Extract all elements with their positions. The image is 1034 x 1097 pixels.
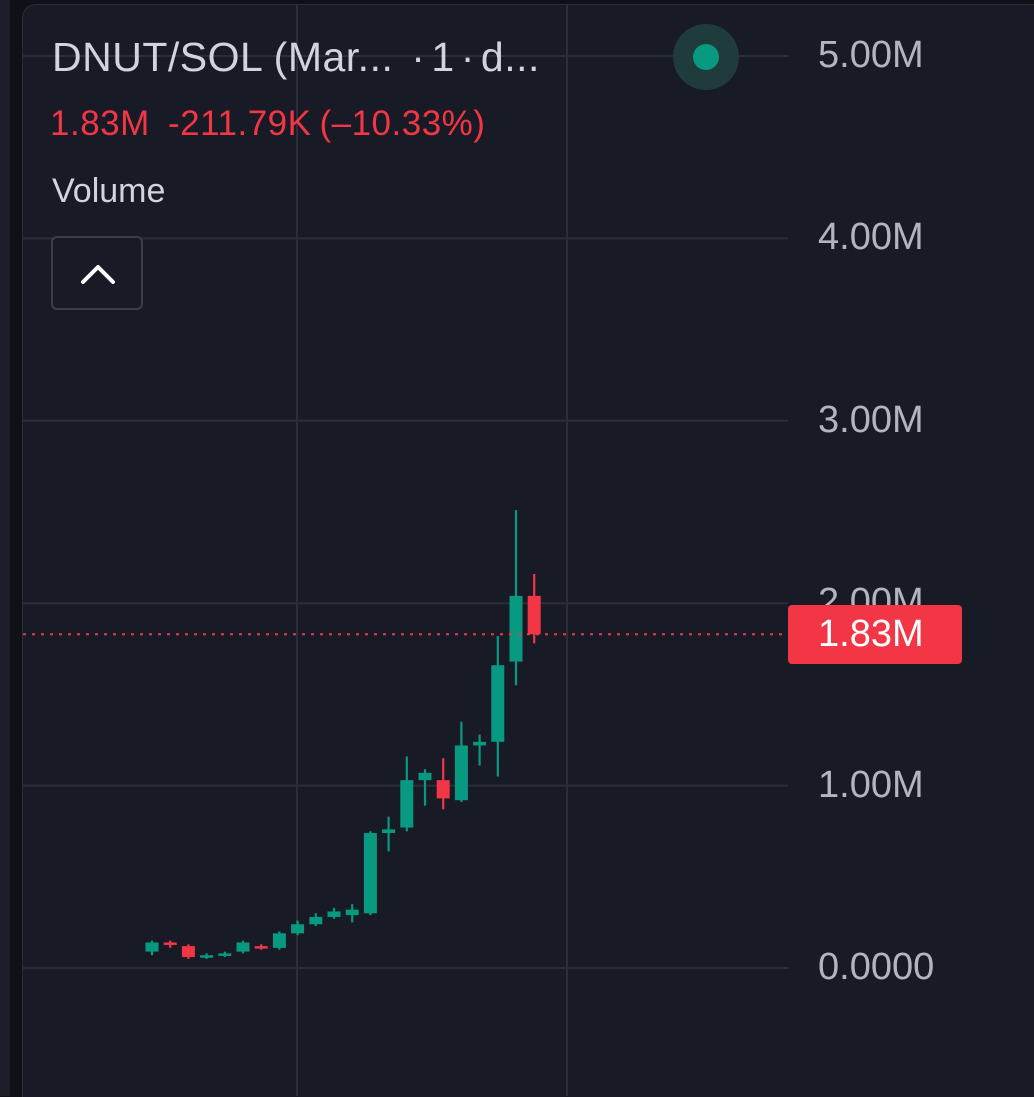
- separator-2: ·: [460, 34, 475, 80]
- candle-body: [291, 924, 305, 934]
- candle: [382, 816, 396, 852]
- candle-body: [145, 942, 159, 952]
- chevron-up-icon: [81, 265, 115, 284]
- interval-label[interactable]: 1: [431, 34, 455, 80]
- candle-body: [363, 833, 377, 914]
- y-tick-label: 3.00M: [818, 398, 924, 441]
- candle-body: [163, 942, 177, 945]
- candle: [473, 734, 487, 766]
- last-price-tag: 1.83M: [788, 605, 962, 665]
- candle: [236, 940, 250, 954]
- candle-body: [200, 955, 214, 958]
- candle: [400, 756, 414, 832]
- separator-1: ·: [411, 34, 426, 80]
- market-status[interactable]: [673, 24, 739, 90]
- y-tick-label: 5.00M: [818, 34, 924, 76]
- symbol-name[interactable]: DNUT/SOL (Mar...: [52, 34, 394, 80]
- candle-body: [491, 665, 505, 742]
- chart-pane[interactable]: [22, 4, 1034, 1097]
- left-panel-edge: [0, 0, 10, 1096]
- symbol-title[interactable]: DNUT/SOL (Mar... · 1 · d...: [52, 34, 540, 81]
- candles: [145, 510, 541, 959]
- candle: [181, 944, 195, 959]
- candle: [145, 940, 159, 956]
- candle-body: [327, 911, 341, 917]
- candle-body: [400, 780, 414, 828]
- candle-body: [236, 942, 250, 952]
- candle-body: [473, 741, 487, 746]
- candle: [436, 758, 450, 810]
- candle: [291, 920, 305, 936]
- candle: [454, 721, 468, 803]
- grid-lines: [23, 5, 788, 1096]
- change-percent: (–10.33%): [319, 104, 486, 143]
- candle-body: [309, 916, 323, 925]
- candle: [509, 510, 523, 686]
- candle-body: [272, 933, 286, 948]
- legend-values: 1.83M -211.79K (–10.33%): [50, 104, 493, 144]
- volume-indicator-label[interactable]: Volume: [52, 172, 166, 210]
- collapse-legend-button[interactable]: [51, 236, 143, 310]
- candle: [327, 907, 341, 919]
- candle-body: [218, 953, 232, 956]
- y-tick-label: 0.0000: [818, 946, 935, 988]
- candle: [527, 574, 541, 644]
- candle: [200, 953, 214, 959]
- timeframe-label[interactable]: d...: [480, 34, 540, 80]
- change-value: -211.79K: [168, 104, 312, 143]
- candle-body: [254, 946, 268, 949]
- candle: [309, 913, 323, 927]
- candle: [272, 931, 286, 950]
- status-dot-icon: [693, 44, 719, 70]
- candle: [491, 636, 505, 777]
- candle: [345, 904, 359, 923]
- y-tick-label: 4.00M: [818, 216, 924, 259]
- candle-body: [382, 829, 396, 834]
- candle-body: [181, 946, 195, 958]
- y-tick-label: 1.00M: [818, 763, 924, 806]
- candle: [254, 944, 268, 950]
- candle: [418, 769, 432, 806]
- candle: [163, 940, 177, 948]
- candle: [363, 831, 377, 916]
- last-value: 1.83M: [50, 104, 150, 143]
- candle: [218, 951, 232, 958]
- candle-body: [345, 909, 359, 916]
- candle-body: [527, 595, 541, 635]
- candle-body: [418, 772, 432, 781]
- candle-body: [436, 780, 450, 799]
- candle-body: [454, 745, 468, 801]
- candle-body: [509, 595, 523, 662]
